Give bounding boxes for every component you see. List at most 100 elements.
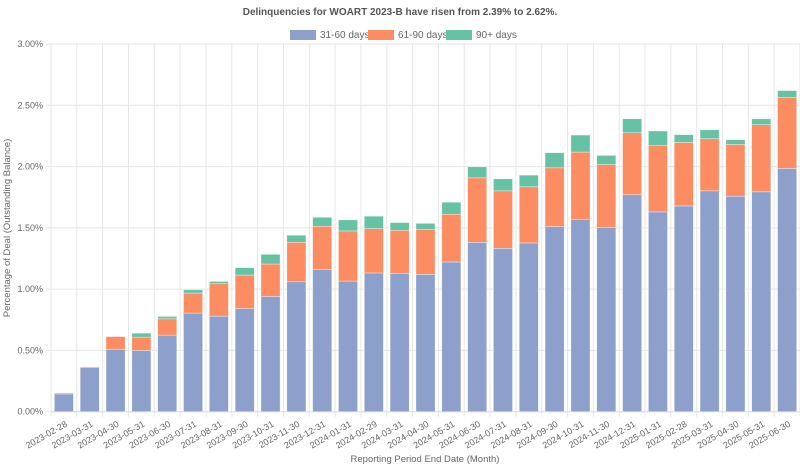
bar-segment-90-days[interactable] xyxy=(312,217,333,227)
bar-stack[interactable] xyxy=(570,134,591,413)
bar-segment-90-days[interactable] xyxy=(544,152,565,169)
bar-segment-61-90-days[interactable] xyxy=(493,190,513,249)
bar-segment-90-days[interactable] xyxy=(131,332,152,338)
bar-segment-61-90-days[interactable] xyxy=(441,213,462,263)
bar-segment-31-60-days[interactable] xyxy=(648,211,668,412)
bar-segment-61-90-days[interactable] xyxy=(157,318,178,336)
bar-segment-61-90-days[interactable] xyxy=(338,230,358,282)
bar-stack[interactable] xyxy=(286,234,307,412)
bar-segment-31-60-days[interactable] xyxy=(363,272,384,412)
bar-segment-31-60-days[interactable] xyxy=(79,366,100,413)
bar-segment-90-days[interactable] xyxy=(699,129,720,140)
bar-segment-90-days[interactable] xyxy=(183,289,203,294)
bar-segment-61-90-days[interactable] xyxy=(518,186,539,244)
bar-segment-61-90-days[interactable] xyxy=(54,392,74,395)
bar-stack[interactable] xyxy=(363,215,384,412)
bar-segment-31-60-days[interactable] xyxy=(389,273,410,413)
bar-segment-31-60-days[interactable] xyxy=(54,393,74,412)
bar-segment-31-60-days[interactable] xyxy=(234,308,255,413)
bar-segment-90-days[interactable] xyxy=(415,223,436,230)
bar-segment-61-90-days[interactable] xyxy=(131,336,152,351)
bar-segment-61-90-days[interactable] xyxy=(622,132,642,196)
bar-segment-31-60-days[interactable] xyxy=(622,194,642,412)
bar-segment-31-60-days[interactable] xyxy=(183,312,203,413)
bar-segment-61-90-days[interactable] xyxy=(286,242,307,283)
bar-segment-61-90-days[interactable] xyxy=(751,124,772,193)
bar-segment-61-90-days[interactable] xyxy=(79,366,100,368)
bar-stack[interactable] xyxy=(234,267,255,413)
bar-stack[interactable] xyxy=(544,152,565,412)
bar-stack[interactable] xyxy=(751,118,772,412)
bar-segment-31-60-days[interactable] xyxy=(131,350,152,412)
bar-segment-61-90-days[interactable] xyxy=(673,142,694,207)
bar-segment-90-days[interactable] xyxy=(673,134,694,143)
bar-segment-61-90-days[interactable] xyxy=(596,164,617,228)
bar-stack[interactable] xyxy=(493,178,513,412)
bar-stack[interactable] xyxy=(777,90,797,412)
bar-segment-90-days[interactable] xyxy=(467,166,488,179)
bar-stack[interactable] xyxy=(54,392,74,412)
bar-stack[interactable] xyxy=(338,219,358,413)
bar-stack[interactable] xyxy=(415,223,436,412)
bar-segment-61-90-days[interactable] xyxy=(725,144,746,197)
bar-segment-90-days[interactable] xyxy=(622,118,642,134)
bar-stack[interactable] xyxy=(105,336,126,413)
bar-segment-31-60-days[interactable] xyxy=(105,348,126,413)
bar-segment-31-60-days[interactable] xyxy=(467,242,488,412)
bar-segment-90-days[interactable] xyxy=(493,178,513,192)
bar-stack[interactable] xyxy=(441,201,462,412)
bar-segment-31-60-days[interactable] xyxy=(699,190,720,412)
bar-segment-90-days[interactable] xyxy=(157,316,178,320)
bar-segment-31-60-days[interactable] xyxy=(209,315,229,412)
bar-stack[interactable] xyxy=(725,139,746,412)
bar-segment-90-days[interactable] xyxy=(286,234,307,243)
bar-segment-90-days[interactable] xyxy=(389,222,410,231)
bar-segment-31-60-days[interactable] xyxy=(751,191,772,412)
bar-stack[interactable] xyxy=(209,281,229,412)
bar-stack[interactable] xyxy=(596,155,617,413)
bar-segment-61-90-days[interactable] xyxy=(363,228,384,274)
bar-segment-61-90-days[interactable] xyxy=(544,167,565,227)
bar-segment-31-60-days[interactable] xyxy=(286,281,307,412)
bar-stack[interactable] xyxy=(260,254,281,413)
bar-stack[interactable] xyxy=(157,316,178,412)
legend-item-31-60[interactable]: 31-60 days xyxy=(290,30,369,41)
bar-stack[interactable] xyxy=(648,130,668,412)
bar-segment-61-90-days[interactable] xyxy=(699,138,720,192)
bar-stack[interactable] xyxy=(389,222,410,413)
bar-stack[interactable] xyxy=(673,134,694,412)
bar-segment-61-90-days[interactable] xyxy=(234,274,255,309)
bar-segment-31-60-days[interactable] xyxy=(570,218,591,413)
legend-item-61-90[interactable]: 61-90 days xyxy=(368,30,447,41)
bar-segment-61-90-days[interactable] xyxy=(312,225,333,270)
bar-segment-31-60-days[interactable] xyxy=(544,226,565,412)
bar-segment-61-90-days[interactable] xyxy=(105,336,126,350)
bar-segment-61-90-days[interactable] xyxy=(570,151,591,220)
legend-item-90-plus[interactable]: 90+ days xyxy=(446,30,517,41)
bar-stack[interactable] xyxy=(131,332,152,412)
bar-segment-31-60-days[interactable] xyxy=(338,280,358,413)
bar-segment-90-days[interactable] xyxy=(518,174,539,188)
bar-segment-61-90-days[interactable] xyxy=(415,229,436,275)
bar-segment-90-days[interactable] xyxy=(725,139,746,145)
bar-segment-31-60-days[interactable] xyxy=(157,334,178,412)
bar-segment-31-60-days[interactable] xyxy=(493,248,513,412)
bar-segment-31-60-days[interactable] xyxy=(777,168,797,412)
bar-segment-61-90-days[interactable] xyxy=(260,263,281,297)
bar-segment-90-days[interactable] xyxy=(596,155,617,165)
bar-stack[interactable] xyxy=(699,129,720,412)
bar-segment-61-90-days[interactable] xyxy=(648,145,668,213)
bar-segment-90-days[interactable] xyxy=(570,134,591,153)
bar-segment-61-90-days[interactable] xyxy=(209,283,229,317)
bar-segment-31-60-days[interactable] xyxy=(673,205,694,412)
bar-segment-90-days[interactable] xyxy=(751,118,772,125)
bar-segment-31-60-days[interactable] xyxy=(441,261,462,412)
bar-segment-90-days[interactable] xyxy=(777,90,797,98)
bar-segment-61-90-days[interactable] xyxy=(777,97,797,169)
bar-segment-31-60-days[interactable] xyxy=(260,296,281,413)
bar-segment-61-90-days[interactable] xyxy=(183,292,203,314)
bar-segment-90-days[interactable] xyxy=(338,219,358,232)
bar-segment-61-90-days[interactable] xyxy=(467,177,488,243)
bar-segment-90-days[interactable] xyxy=(441,201,462,215)
bar-segment-90-days[interactable] xyxy=(363,215,384,229)
